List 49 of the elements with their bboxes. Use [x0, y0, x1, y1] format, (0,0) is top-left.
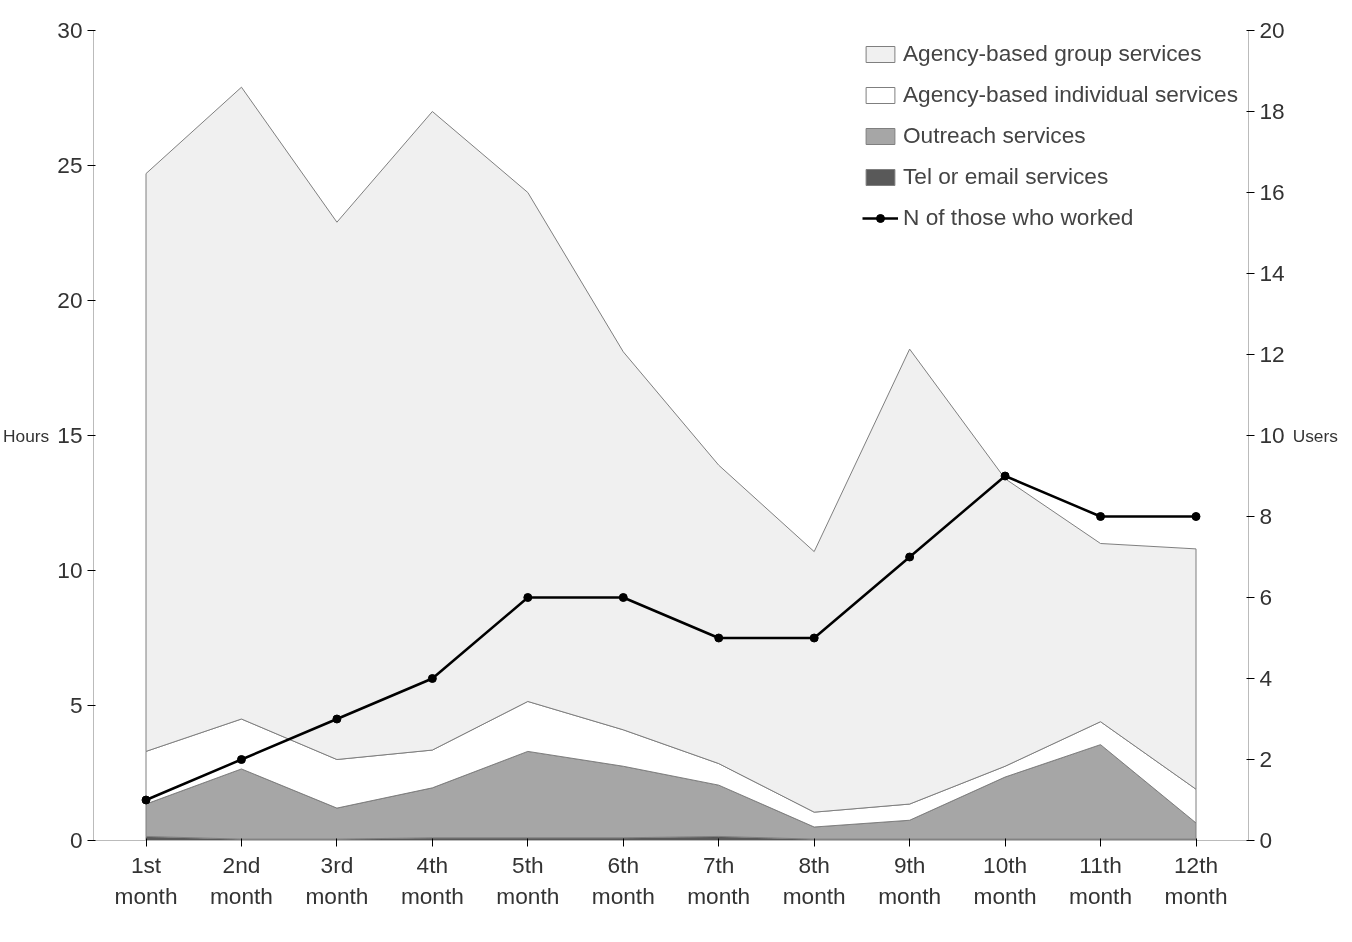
x-tick-label: 4th month — [400, 851, 464, 909]
point — [1191, 512, 1201, 521]
y2-tick-label: 10 — [1259, 422, 1285, 448]
y2-tick-label: 12 — [1259, 341, 1285, 367]
point — [332, 714, 342, 724]
point — [905, 552, 915, 562]
y2-tick-label: 4 — [1259, 665, 1273, 691]
point — [1000, 471, 1010, 481]
y-tick-label: 10 — [57, 557, 83, 583]
point — [714, 633, 724, 643]
y-tick-label: 5 — [69, 692, 83, 718]
x-tick-label: 9th month — [878, 851, 942, 909]
y2-tick-label: 6 — [1259, 584, 1273, 610]
point — [1096, 512, 1106, 521]
y2-tick-label: 0 — [1259, 827, 1273, 853]
point — [141, 795, 151, 805]
point — [809, 633, 819, 643]
x-tick-label: 10th month — [973, 851, 1037, 909]
y-tick-label: 20 — [57, 287, 83, 313]
y2-tick-label: 14 — [1259, 260, 1285, 286]
y-tick-label: 30 — [57, 17, 83, 43]
point — [236, 755, 246, 764]
y-tick-label: 15 — [57, 422, 83, 448]
point — [618, 593, 628, 602]
x-tick-label: 2nd month — [209, 851, 273, 909]
point — [427, 674, 437, 683]
y2-tick-label: 8 — [1259, 503, 1273, 529]
y-axis-title: Hours — [3, 425, 50, 446]
y2-tick-label: 2 — [1259, 746, 1273, 772]
legend-label: Tel or email services — [903, 163, 1109, 190]
x-tick-label: 11th month — [1069, 851, 1133, 909]
legend-label: N of those who worked — [903, 204, 1134, 231]
y2-tick-label: 18 — [1259, 98, 1285, 124]
y2-axis-title: Users — [1292, 425, 1339, 446]
y2-tick-label: 20 — [1259, 17, 1285, 43]
x-tick-label: 5th month — [496, 851, 560, 909]
y2-tick-label: 16 — [1259, 179, 1285, 205]
x-tick-label: 3rd month — [305, 851, 369, 909]
y-tick-label: 25 — [57, 152, 83, 178]
legend-label: Outreach services — [903, 122, 1086, 149]
x-tick-label: 1st month — [114, 851, 178, 909]
x-tick-label: 12th month — [1164, 851, 1228, 909]
x-tick-label: 7th month — [687, 851, 751, 909]
y-tick-label: 0 — [69, 827, 83, 853]
point — [523, 593, 533, 602]
legend-label: Agency-based individual services — [903, 81, 1238, 108]
x-tick-label: 8th month — [782, 851, 846, 909]
legend-label: Agency-based group services — [903, 40, 1202, 67]
x-tick-label: 6th month — [591, 851, 655, 909]
